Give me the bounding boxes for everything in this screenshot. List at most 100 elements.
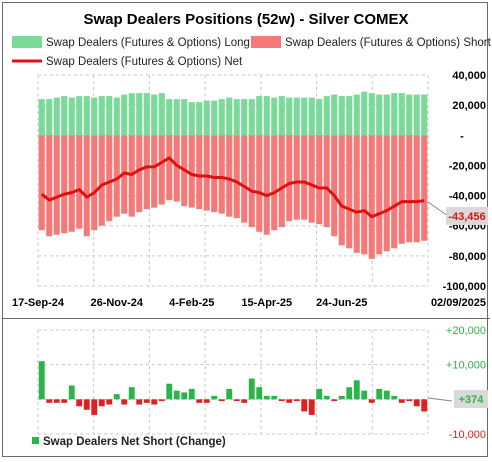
long-bar <box>136 93 143 136</box>
long-bar <box>406 94 413 136</box>
long-bar <box>128 93 135 136</box>
long-bar <box>158 93 165 136</box>
long-bar <box>293 97 300 136</box>
long-bar <box>61 96 68 136</box>
top-y-tick-label: 20,000 <box>452 100 486 112</box>
change-bar <box>143 399 150 403</box>
change-bar <box>226 388 233 400</box>
short-bar <box>368 135 375 259</box>
top-x-tick-label: 4-Feb-25 <box>169 297 214 309</box>
short-bar <box>286 135 293 222</box>
change-bar <box>308 399 315 415</box>
change-bar <box>83 399 90 410</box>
change-bar <box>376 388 383 400</box>
legend-long-swatch <box>12 36 42 48</box>
change-bar <box>406 399 413 402</box>
short-bar <box>196 135 203 210</box>
top-y-tick-label: -20,000 <box>449 160 486 172</box>
change-bar <box>338 395 345 400</box>
change-bar <box>106 399 113 405</box>
short-bar <box>188 135 195 208</box>
change-bar <box>53 399 60 403</box>
change-bar <box>98 399 105 407</box>
long-bar <box>173 99 180 136</box>
change-bar <box>121 399 128 405</box>
change-bar <box>398 399 405 403</box>
long-bar <box>166 99 173 136</box>
long-bar <box>38 99 45 136</box>
change-bar <box>383 390 390 400</box>
long-bar <box>226 97 233 136</box>
change-bar <box>368 399 375 403</box>
panel-divider <box>2 318 490 319</box>
short-bar <box>323 135 330 228</box>
legend-short-label: Swap Dealers (Futures & Options) Short <box>285 37 492 49</box>
short-bar <box>301 135 308 220</box>
change-bar <box>233 399 240 402</box>
long-bar <box>376 94 383 136</box>
short-bar <box>278 135 285 228</box>
bottom-bars <box>38 361 428 415</box>
long-bar <box>398 93 405 136</box>
bottom-y-tick-label: -10,000 <box>449 429 486 441</box>
legend-change-label: Swap Dealers Net Short (Change) <box>43 436 226 448</box>
long-bar <box>361 91 368 136</box>
short-bar <box>106 135 113 222</box>
change-bar <box>136 399 143 405</box>
short-bar <box>331 135 338 237</box>
short-bar <box>53 135 60 235</box>
change-bar <box>346 387 353 400</box>
change-bar <box>181 392 188 400</box>
long-bar <box>278 96 285 136</box>
long-bar <box>46 99 53 136</box>
top-x-tick-label: 02/09/2025 <box>431 297 486 309</box>
legend-net-label: Swap Dealers (Futures & Options) Net <box>46 56 243 68</box>
short-bar <box>76 135 83 229</box>
top-y-tick-label: -80,000 <box>449 251 486 263</box>
change-bar <box>301 399 308 412</box>
bottom-y-tick-label: +10,000 <box>446 360 486 372</box>
long-bar <box>83 96 90 136</box>
long-bar <box>151 94 158 136</box>
short-bar <box>376 135 383 255</box>
long-bar <box>218 99 225 136</box>
change-bar <box>361 390 368 400</box>
net-callout-leader <box>427 201 449 217</box>
long-bar <box>106 96 113 136</box>
change-bar <box>211 395 218 400</box>
change-bar <box>218 399 225 402</box>
top-y-tick-label: - <box>460 130 464 142</box>
top-x-tick-label: 24-Jun-25 <box>316 297 367 309</box>
top-x-ticks: 17-Sep-24 26-Nov-24 4-Feb-25 15-Apr-25 24-Ju… <box>12 297 486 309</box>
short-bar <box>226 135 233 217</box>
change-bar <box>286 399 293 403</box>
long-bar <box>286 97 293 136</box>
short-bar <box>338 135 345 246</box>
short-bar <box>136 135 143 213</box>
short-bar <box>61 135 68 234</box>
long-bar <box>308 97 315 136</box>
change-bar <box>391 395 398 400</box>
short-bar <box>271 135 278 231</box>
long-bar <box>188 102 195 136</box>
top-y-tick-label: -100,000 <box>443 281 486 293</box>
short-bar <box>166 135 173 201</box>
long-bar <box>211 100 218 136</box>
long-bar <box>203 100 210 136</box>
long-bar <box>233 99 240 136</box>
change-bar <box>331 399 338 402</box>
long-bar <box>346 96 353 136</box>
top-y-ticks: 40,00020,000--20,000-40,000-60,000-80,00… <box>443 70 486 293</box>
long-bar <box>53 97 60 136</box>
net-line <box>40 156 425 219</box>
short-bar <box>91 135 98 231</box>
change-bar <box>196 399 203 403</box>
long-bar <box>113 97 120 136</box>
chart-frame <box>2 2 488 457</box>
long-bar <box>263 96 270 136</box>
top-net-line <box>40 156 425 219</box>
change-callout-box <box>454 390 488 408</box>
top-y-tick-label: 40,000 <box>452 70 486 82</box>
change-bar <box>166 383 173 400</box>
